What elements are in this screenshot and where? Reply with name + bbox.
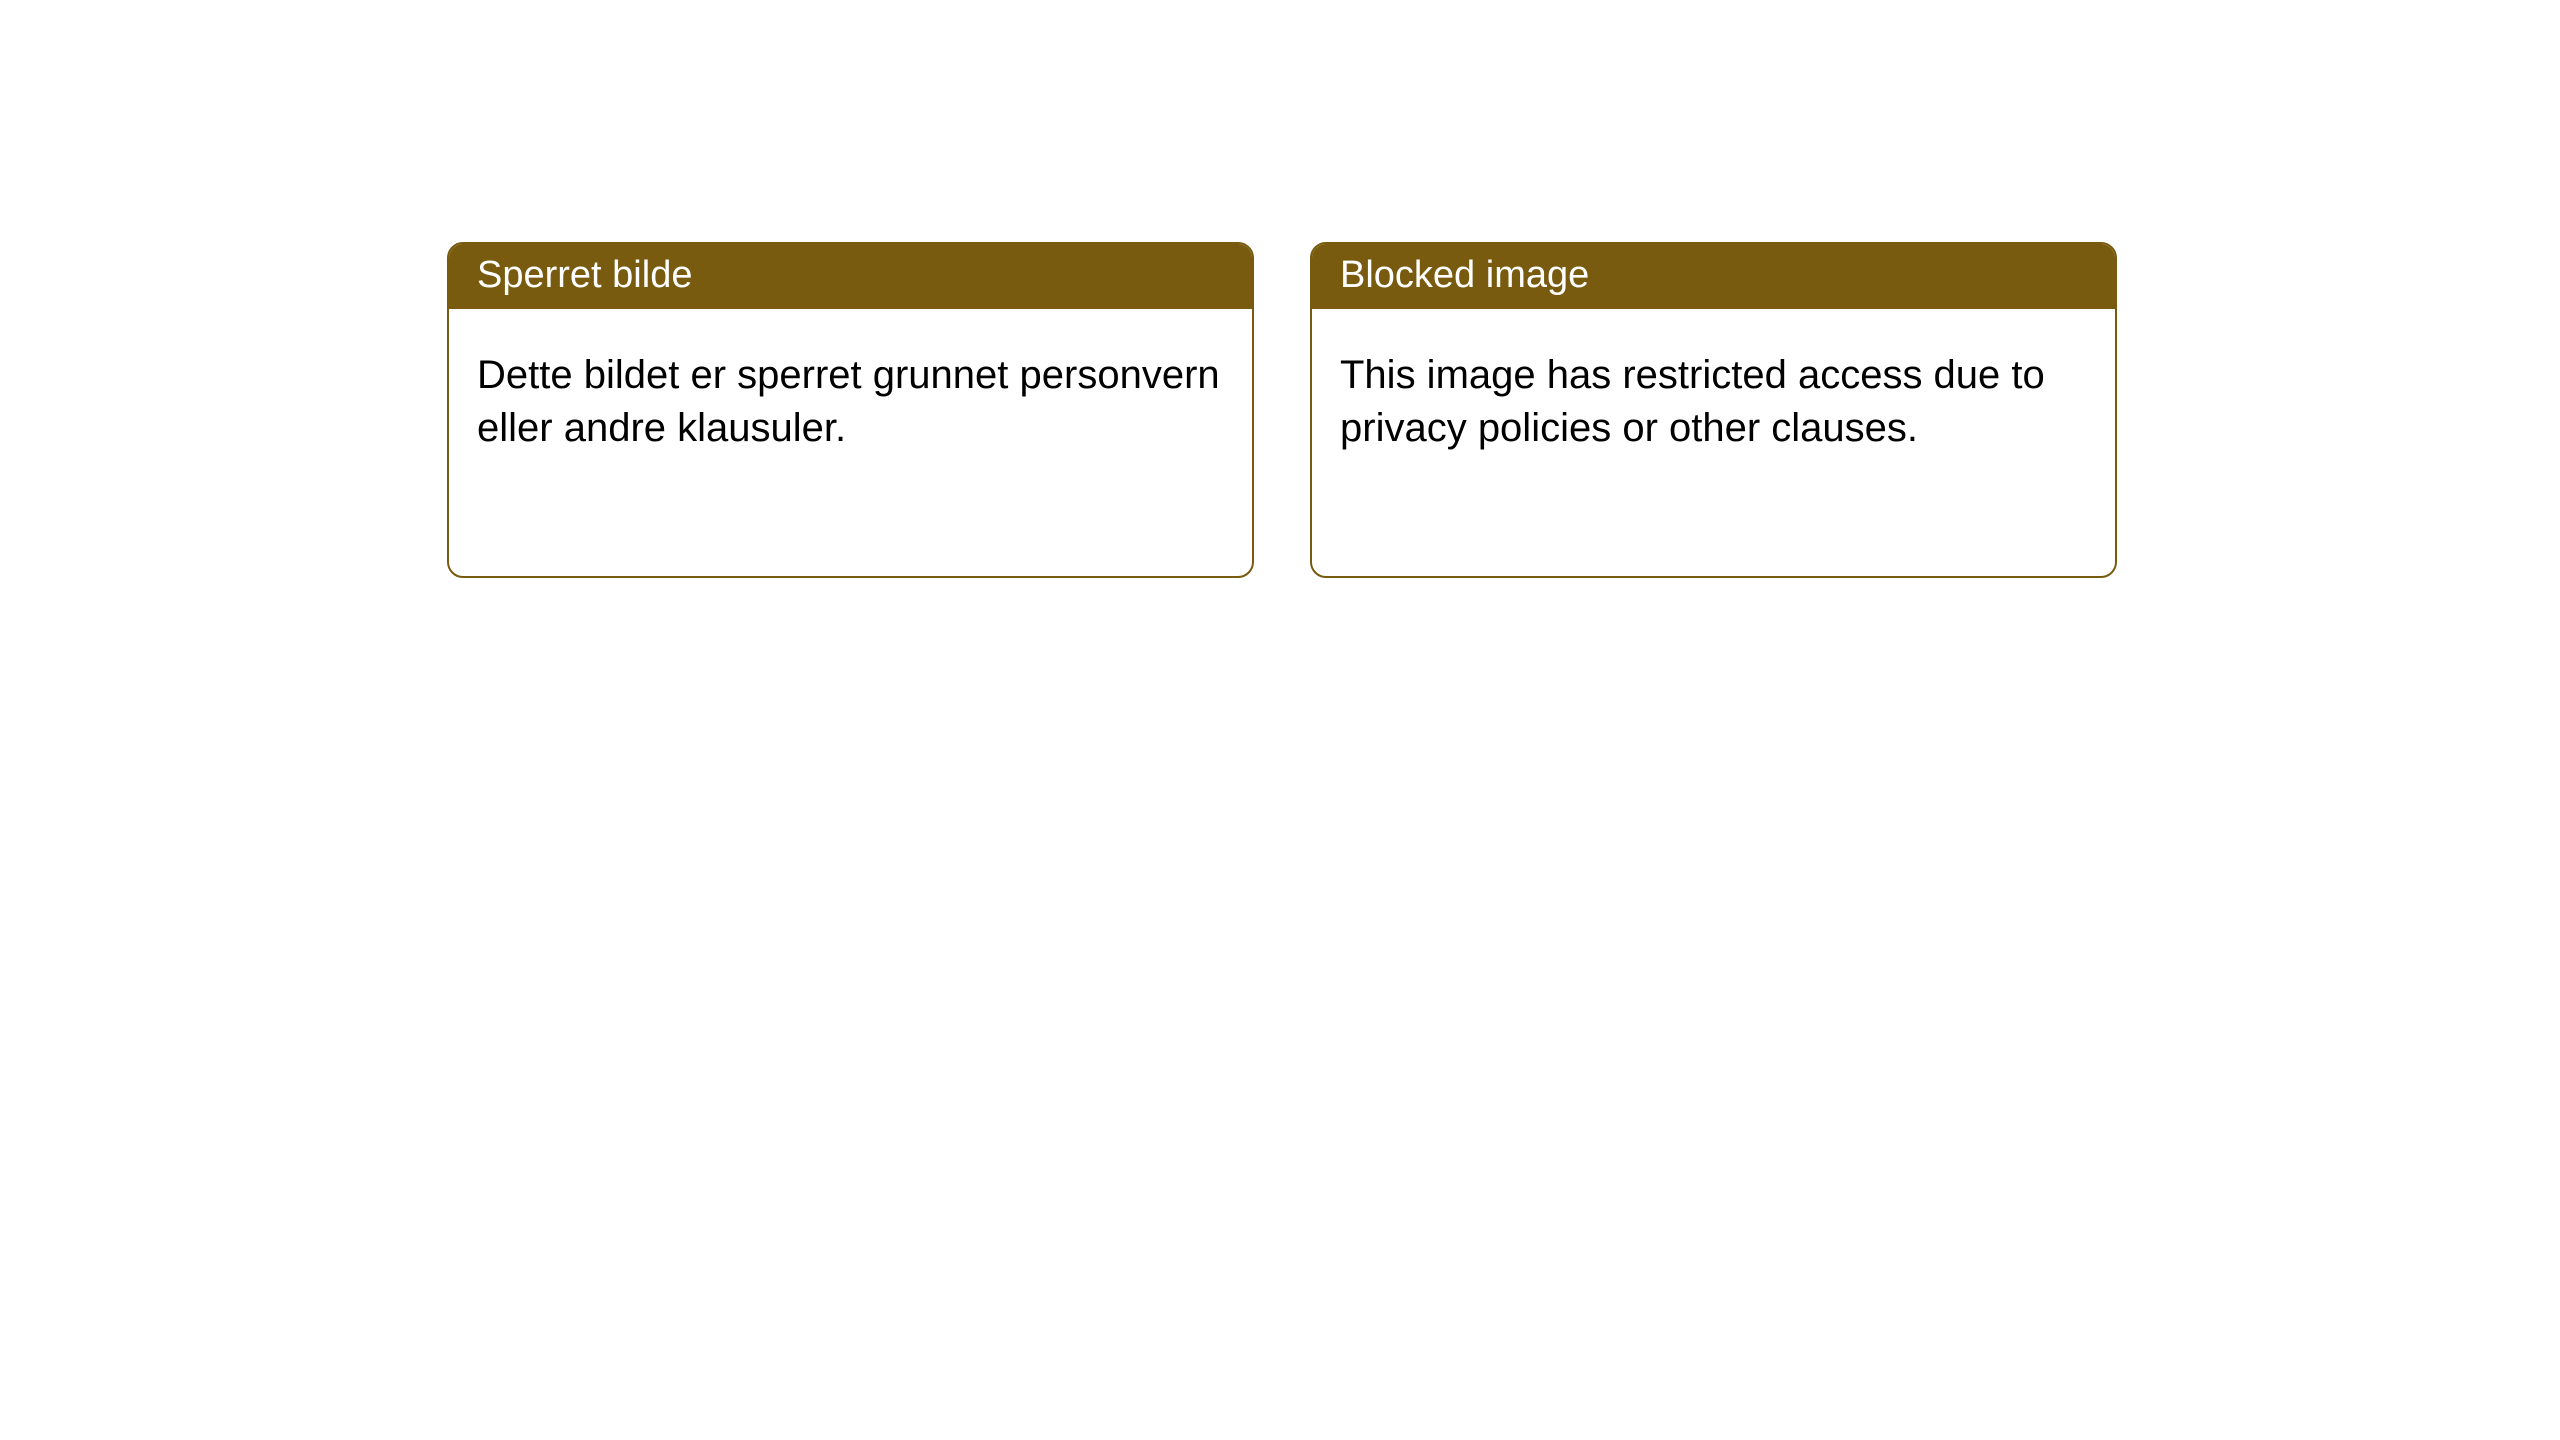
notice-body-norwegian: Dette bildet er sperret grunnet personve… bbox=[449, 309, 1252, 483]
notice-message-english: This image has restricted access due to … bbox=[1340, 353, 2045, 450]
notice-message-norwegian: Dette bildet er sperret grunnet personve… bbox=[477, 353, 1220, 450]
notice-title-norwegian: Sperret bilde bbox=[477, 254, 692, 296]
notice-header-english: Blocked image bbox=[1312, 244, 2115, 309]
notice-header-norwegian: Sperret bilde bbox=[449, 244, 1252, 309]
notice-title-english: Blocked image bbox=[1340, 254, 1589, 296]
notice-card-norwegian: Sperret bilde Dette bildet er sperret gr… bbox=[447, 242, 1254, 578]
notice-container: Sperret bilde Dette bildet er sperret gr… bbox=[447, 242, 2117, 578]
notice-card-english: Blocked image This image has restricted … bbox=[1310, 242, 2117, 578]
notice-body-english: This image has restricted access due to … bbox=[1312, 309, 2115, 483]
